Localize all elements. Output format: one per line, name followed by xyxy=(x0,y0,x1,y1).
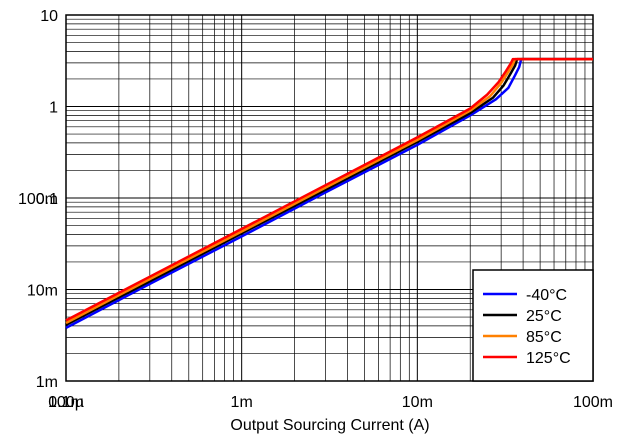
x-tick-label: 1m xyxy=(231,394,253,411)
legend-label: 125°C xyxy=(526,350,571,367)
y-tick-label: 1 xyxy=(49,100,58,117)
x-tick-label: 0.1m xyxy=(48,394,84,411)
y-tick-label: 10 xyxy=(40,8,58,25)
x-tick-label: 10m xyxy=(402,394,433,411)
y-tick-label: 100m xyxy=(18,191,58,208)
series-line-1 xyxy=(65,57,593,330)
series-layer xyxy=(65,57,593,330)
legend-box xyxy=(472,269,594,382)
legend-label: 85°C xyxy=(526,329,562,346)
legend-label: -40°C xyxy=(526,287,567,304)
series-line-2 xyxy=(65,57,593,327)
series-line-3 xyxy=(65,57,593,325)
legend: -40°C 25°C 85°C 125°C xyxy=(472,269,594,382)
series-line-4 xyxy=(65,57,593,322)
x-tick-label: 100m xyxy=(573,394,613,411)
plot-frame xyxy=(65,14,594,382)
legend-label: 25°C xyxy=(526,308,562,325)
y-tick-label: 10m xyxy=(27,283,58,300)
y-tick-label: 1m xyxy=(36,374,58,391)
x-axis-label: Output Sourcing Current (A) xyxy=(230,417,429,434)
x-tick-label: 100µ xyxy=(48,394,84,411)
y-tick-label: 0.1 xyxy=(36,191,58,208)
